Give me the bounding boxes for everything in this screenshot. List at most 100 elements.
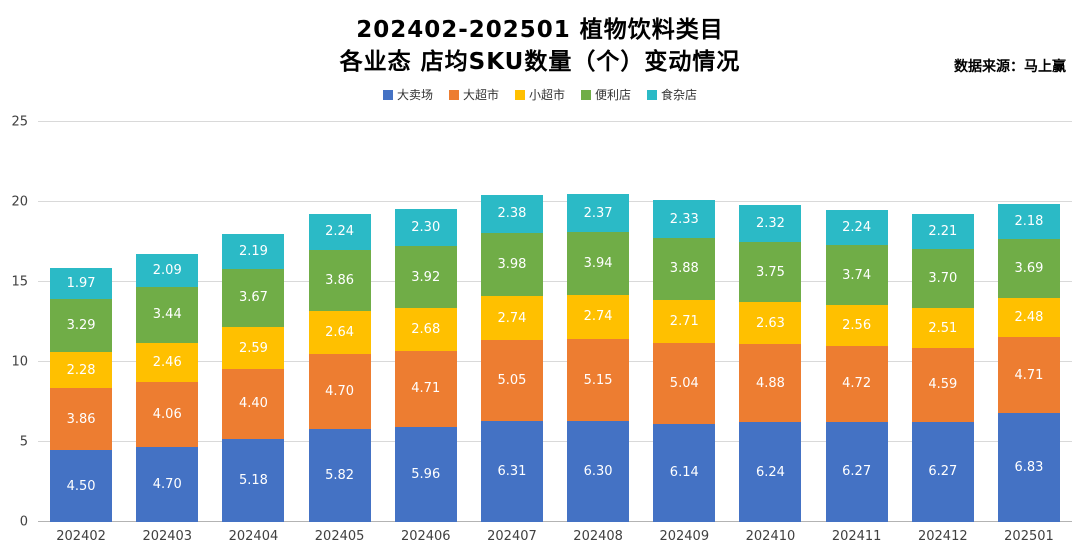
bar-segment-小超市: 2.64	[308, 311, 371, 354]
x-axis-label: 202411	[831, 529, 882, 544]
bar-segment-便利店: 3.69	[997, 238, 1060, 298]
bar-segment-便利店: 3.67	[222, 268, 285, 328]
bar-segment-小超市: 2.59	[222, 327, 285, 369]
segment-value-label: 6.83	[1014, 459, 1044, 475]
legend-item-3: 小超市	[514, 86, 565, 103]
chart-title-line1: 202402-202501 植物饮料类目	[356, 17, 724, 43]
legend-item-5: 食杂店	[647, 86, 697, 103]
bar-segment-便利店: 3.74	[825, 245, 888, 306]
y-axis-tick-label: 5	[19, 434, 28, 450]
bar-segment-大卖场: 6.83	[997, 412, 1060, 522]
x-axis-label: 202402	[56, 529, 106, 544]
bar-segment-大超市: 5.05	[480, 340, 543, 422]
segment-value-label: 5.04	[669, 375, 699, 391]
bar-segment-便利店: 3.98	[480, 232, 543, 297]
stacked-bar: 5.82 4.70 2.64 3.86 2.24	[308, 213, 371, 522]
segment-value-label: 4.71	[411, 381, 441, 397]
segment-value-label: 3.67	[238, 290, 268, 306]
bar-segment-小超市: 2.71	[653, 299, 716, 344]
bar-segment-便利店: 3.86	[308, 249, 371, 312]
segment-value-label: 6.27	[842, 464, 872, 480]
legend-swatch-icon	[382, 89, 393, 100]
bar-segment-食杂店: 2.24	[825, 209, 888, 246]
segment-value-label: 2.24	[842, 219, 872, 235]
segment-value-label: 4.40	[238, 396, 268, 412]
segment-value-label: 4.59	[928, 377, 958, 393]
segment-value-label: 3.74	[842, 267, 872, 283]
x-axis-label: 202410	[745, 529, 796, 544]
segment-value-label: 2.74	[583, 309, 613, 325]
y-axis-tick-label: 10	[11, 354, 28, 370]
segment-value-label: 2.33	[669, 211, 699, 227]
segment-value-label: 2.09	[152, 263, 182, 279]
legend-swatch-icon	[448, 89, 459, 100]
x-axis-label: 202404	[228, 529, 279, 544]
segment-value-label: 6.27	[928, 464, 958, 480]
legend-item-4: 便利店	[581, 86, 631, 103]
data-source-note: 数据来源：马上赢	[954, 59, 1066, 75]
segment-value-label: 4.06	[152, 406, 182, 422]
bar-segment-大卖场: 5.82	[308, 428, 371, 522]
segment-value-label: 2.28	[66, 362, 96, 378]
bar-segment-便利店: 3.92	[394, 245, 457, 309]
stacked-bar: 6.14 5.04 2.71 3.88 2.33	[653, 200, 716, 522]
legend-item-2: 大超市	[448, 86, 499, 103]
bar-column-202411: 6.27 4.72 2.56 3.74 2.24 202411	[814, 122, 900, 544]
segment-value-label: 2.51	[928, 320, 958, 336]
bar-column-202501: 6.83 4.71 2.48 3.69 2.18 202501	[986, 122, 1072, 544]
segment-value-label: 4.71	[1014, 367, 1044, 383]
gridline	[38, 121, 1072, 122]
segment-value-label: 2.56	[842, 318, 872, 334]
segment-value-label: 3.86	[66, 411, 96, 427]
stacked-bar: 5.18 4.40 2.59 3.67 2.19	[222, 233, 285, 522]
x-axis-label: 202405	[314, 529, 365, 544]
bar-segment-小超市: 2.56	[825, 305, 888, 347]
segment-value-label: 6.31	[497, 464, 527, 480]
bar-segment-大超市: 4.71	[394, 351, 457, 427]
y-axis: 0 5 10 15 20 25	[0, 115, 30, 530]
segment-value-label: 4.72	[842, 376, 872, 392]
bar-segment-食杂店: 2.30	[394, 208, 457, 246]
bar-column-202403: 4.70 4.06 2.46 3.44 2.09 202403	[124, 122, 210, 544]
gridline	[38, 441, 1072, 442]
y-axis-tick-label: 0	[19, 514, 28, 530]
stacked-bar: 5.96 4.71 2.68 3.92 2.30	[394, 208, 457, 522]
segment-value-label: 2.37	[583, 205, 613, 221]
segment-value-label: 2.18	[1014, 213, 1044, 229]
bar-segment-大卖场: 6.31	[480, 421, 543, 522]
x-axis-label: 202409	[659, 529, 710, 544]
stacked-bar: 4.70 4.06 2.46 3.44 2.09	[136, 254, 199, 522]
bar-column-202408: 6.30 5.15 2.74 3.94 2.37 202408	[555, 122, 641, 544]
bar-segment-大超市: 3.86	[50, 388, 113, 450]
bar-segment-食杂店: 1.97	[50, 267, 113, 300]
bar-segment-小超市: 2.28	[50, 351, 113, 389]
segment-value-label: 3.88	[669, 261, 699, 277]
stacked-bar: 6.27 4.72 2.56 3.74 2.24	[825, 209, 888, 522]
gridline	[38, 281, 1072, 282]
stacked-bar: 6.24 4.88 2.63 3.75 2.32	[739, 204, 802, 522]
x-axis-label: 202407	[487, 529, 537, 544]
legend-swatch-icon	[647, 89, 658, 100]
bar-segment-食杂店: 2.37	[567, 194, 630, 232]
bar-segment-食杂店: 2.09	[136, 254, 199, 288]
bar-segment-食杂店: 2.21	[911, 213, 974, 249]
segment-value-label: 2.30	[411, 219, 441, 235]
stacked-bar: 6.31 5.05 2.74 3.98 2.38	[480, 194, 543, 522]
legend-item-1: 大卖场	[382, 86, 433, 103]
segment-value-label: 2.63	[755, 315, 785, 331]
gridline	[38, 361, 1072, 362]
segment-value-label: 3.44	[152, 307, 182, 323]
bar-segment-小超市: 2.74	[567, 294, 630, 339]
bar-segment-大超市: 4.40	[222, 368, 285, 440]
segment-value-label: 4.70	[325, 383, 355, 399]
stacked-bar: 6.30 5.15 2.74 3.94 2.37	[567, 194, 630, 522]
segment-value-label: 6.30	[583, 464, 613, 480]
bar-segment-大卖场: 6.24	[739, 422, 802, 522]
bar-segment-大超市: 4.88	[739, 344, 802, 423]
bar-segment-大超市: 5.15	[567, 338, 630, 422]
bars-container: 4.50 3.86 2.28 3.29 1.97 202402 4.70 4.06 2.46 3.…	[38, 122, 1072, 544]
bar-segment-食杂店: 2.24	[308, 213, 371, 250]
y-axis-tick-label: 25	[11, 114, 28, 130]
segment-value-label: 4.88	[755, 375, 785, 391]
